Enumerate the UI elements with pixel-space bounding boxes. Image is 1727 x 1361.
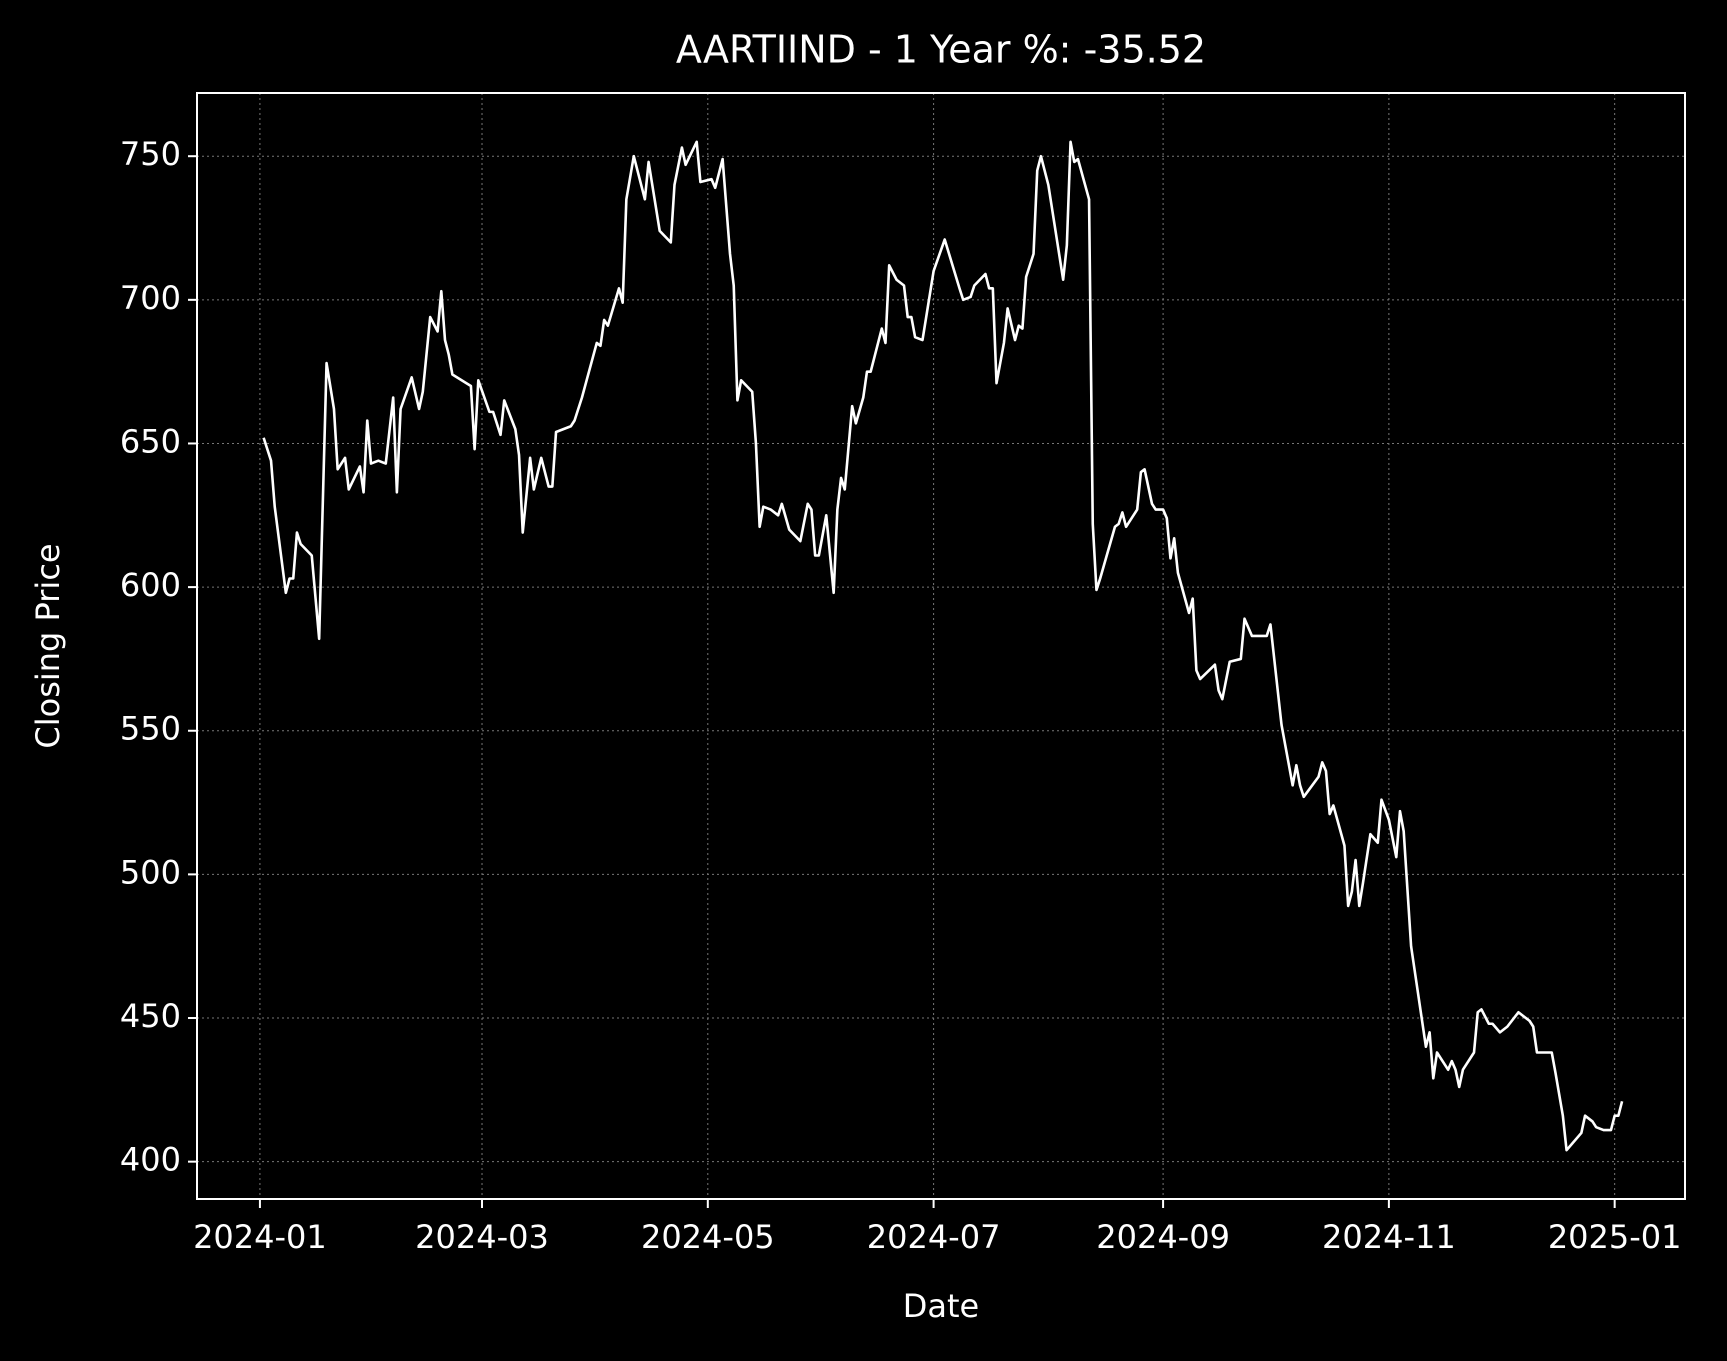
y-tick-label: 650 bbox=[120, 422, 181, 460]
y-axis-label: Closing Price bbox=[29, 543, 67, 748]
y-tick-label: 700 bbox=[120, 279, 181, 317]
x-tick-label: 2024-01 bbox=[193, 1218, 327, 1256]
x-tick-label: 2024-11 bbox=[1322, 1218, 1456, 1256]
price-line bbox=[262, 140, 1624, 1152]
x-tick-label: 2024-03 bbox=[415, 1218, 549, 1256]
x-tick-label: 2024-09 bbox=[1096, 1218, 1230, 1256]
x-axis-label: Date bbox=[903, 1287, 979, 1325]
chart-title: AARTIIND - 1 Year %: -35.52 bbox=[676, 28, 1206, 72]
y-tick-label: 750 bbox=[120, 135, 181, 173]
y-tick-label: 600 bbox=[120, 566, 181, 604]
y-tick-label: 450 bbox=[120, 997, 181, 1035]
y-tick-label: 500 bbox=[120, 853, 181, 891]
plot-frame bbox=[196, 92, 1686, 1200]
x-tick-label: 2024-07 bbox=[867, 1218, 1001, 1256]
y-tick-label: 400 bbox=[120, 1141, 181, 1179]
y-tick-label: 550 bbox=[120, 710, 181, 748]
x-tick-label: 2024-05 bbox=[641, 1218, 775, 1256]
x-tick-label: 2025-01 bbox=[1548, 1218, 1682, 1256]
